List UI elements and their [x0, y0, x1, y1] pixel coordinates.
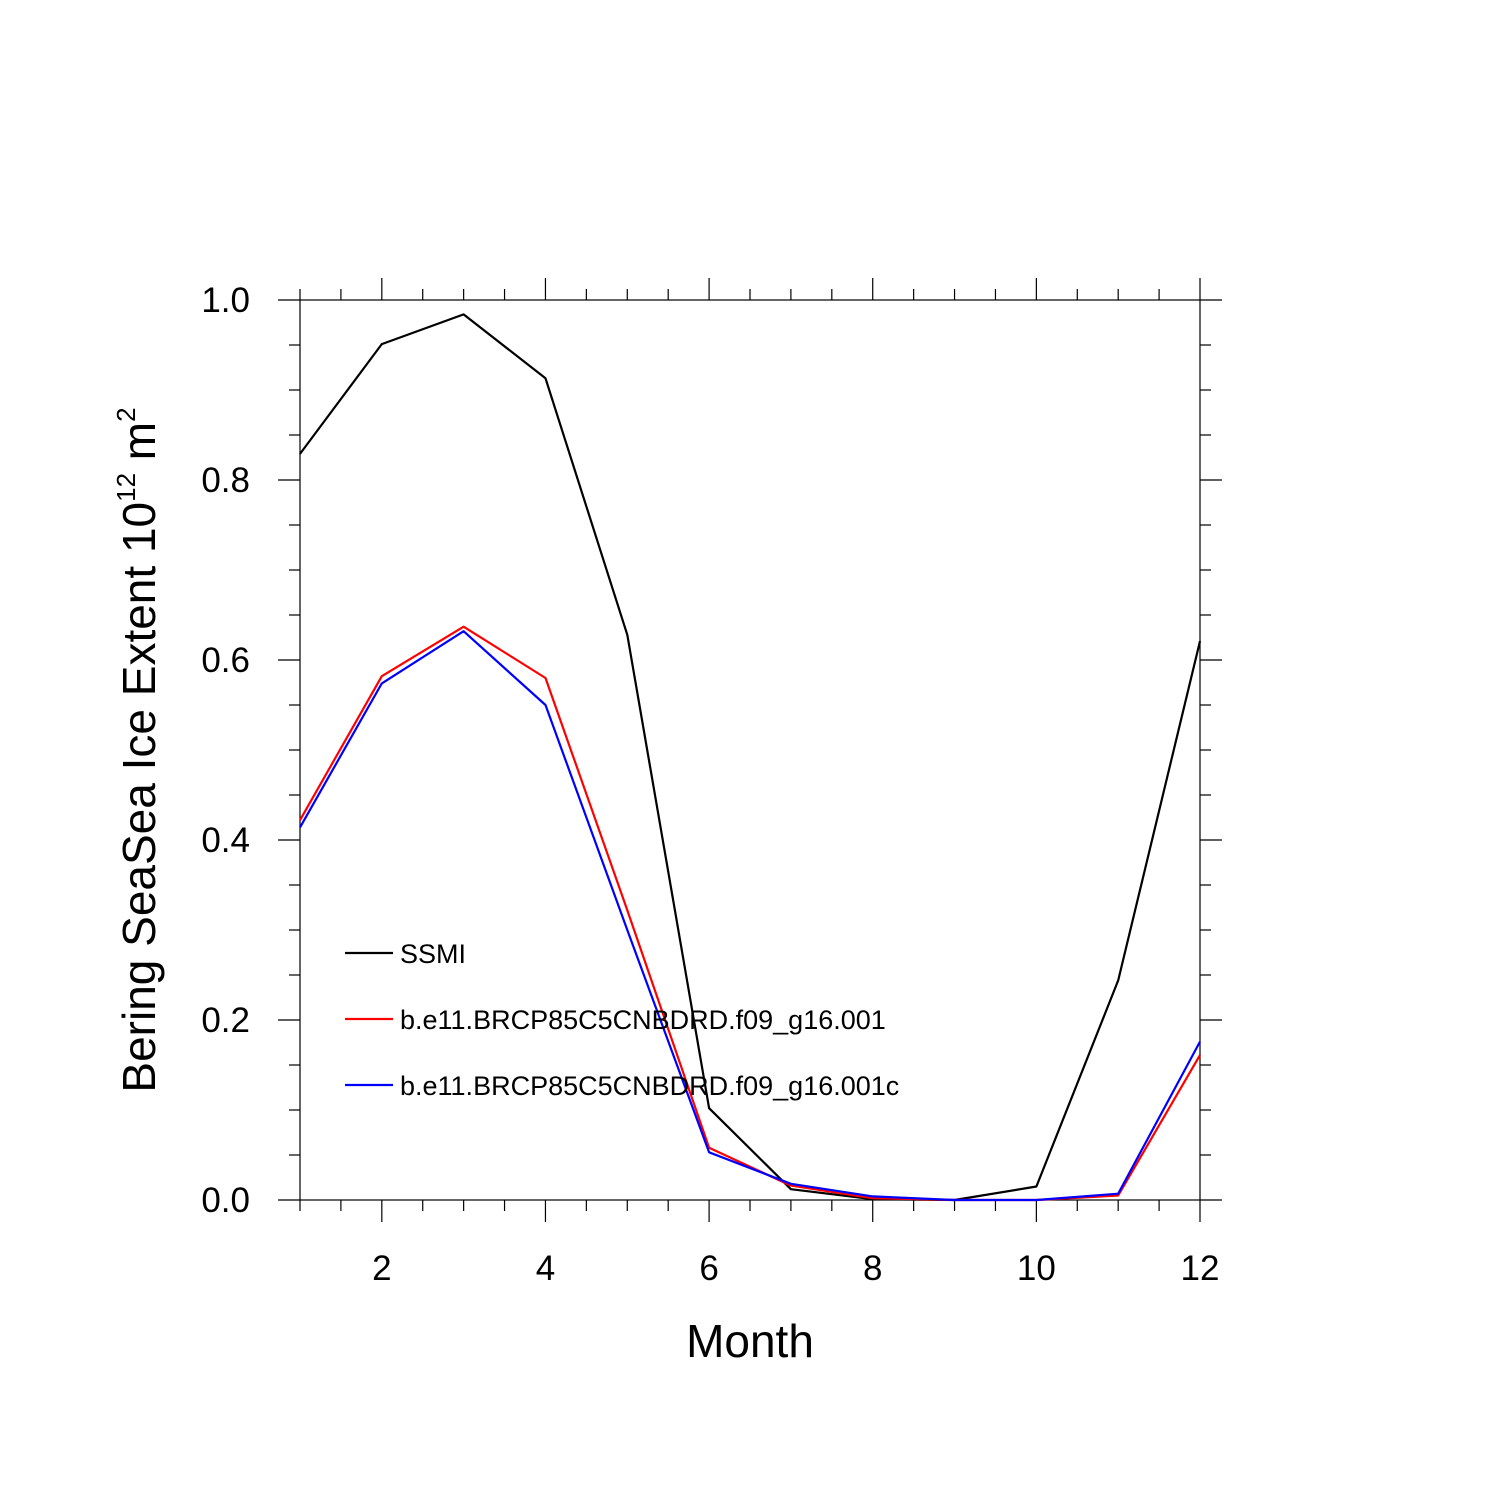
y-axis-title: Bering SeaSea Ice Extent 1012 m2: [111, 407, 165, 1092]
y-tick-label: 0.2: [201, 1001, 250, 1040]
y-tick-label: 0.8: [201, 461, 250, 500]
x-tick-label: 6: [699, 1249, 718, 1288]
axis-ticks: [278, 278, 1222, 1222]
x-tick-label: 12: [1181, 1249, 1220, 1288]
y-tick-label: 0.4: [201, 821, 250, 860]
legend-label-1: SSMI: [400, 939, 466, 969]
y-axis-title-unit: m: [113, 422, 165, 473]
tick-labels: 2 4 6 8 10 12 0.0 0.2 0.4 0.6 0.8 1.0: [201, 281, 1219, 1288]
x-axis-title: Month: [686, 1315, 814, 1367]
x-tick-label: 10: [1017, 1249, 1056, 1288]
series-layer: [299, 313, 1202, 1202]
y-axis-title-exponent: 12: [111, 473, 141, 502]
y-tick-label: 0.6: [201, 641, 250, 680]
plot-frame: [299, 299, 1201, 1201]
legend-label-3: b.e11.BRCP85C5CNBDRD.f09_g16.001c: [400, 1071, 899, 1101]
series-line-1: [299, 313, 1202, 1202]
x-tick-label: 2: [372, 1249, 391, 1288]
x-tick-label: 4: [536, 1249, 555, 1288]
y-tick-label: 1.0: [201, 281, 250, 320]
y-axis-title-main: Bering SeaSea Ice Extent 10: [113, 502, 165, 1093]
y-tick-label: 0.0: [201, 1181, 250, 1220]
x-tick-label: 8: [863, 1249, 882, 1288]
legend-label-2: b.e11.BRCP85C5CNBDRD.f09_g16.001: [400, 1005, 886, 1035]
legend: SSMI b.e11.BRCP85C5CNBDRD.f09_g16.001 b.e1…: [345, 939, 899, 1101]
series-line-3: [299, 630, 1201, 1202]
y-axis-title-unit-exponent: 2: [111, 407, 141, 421]
